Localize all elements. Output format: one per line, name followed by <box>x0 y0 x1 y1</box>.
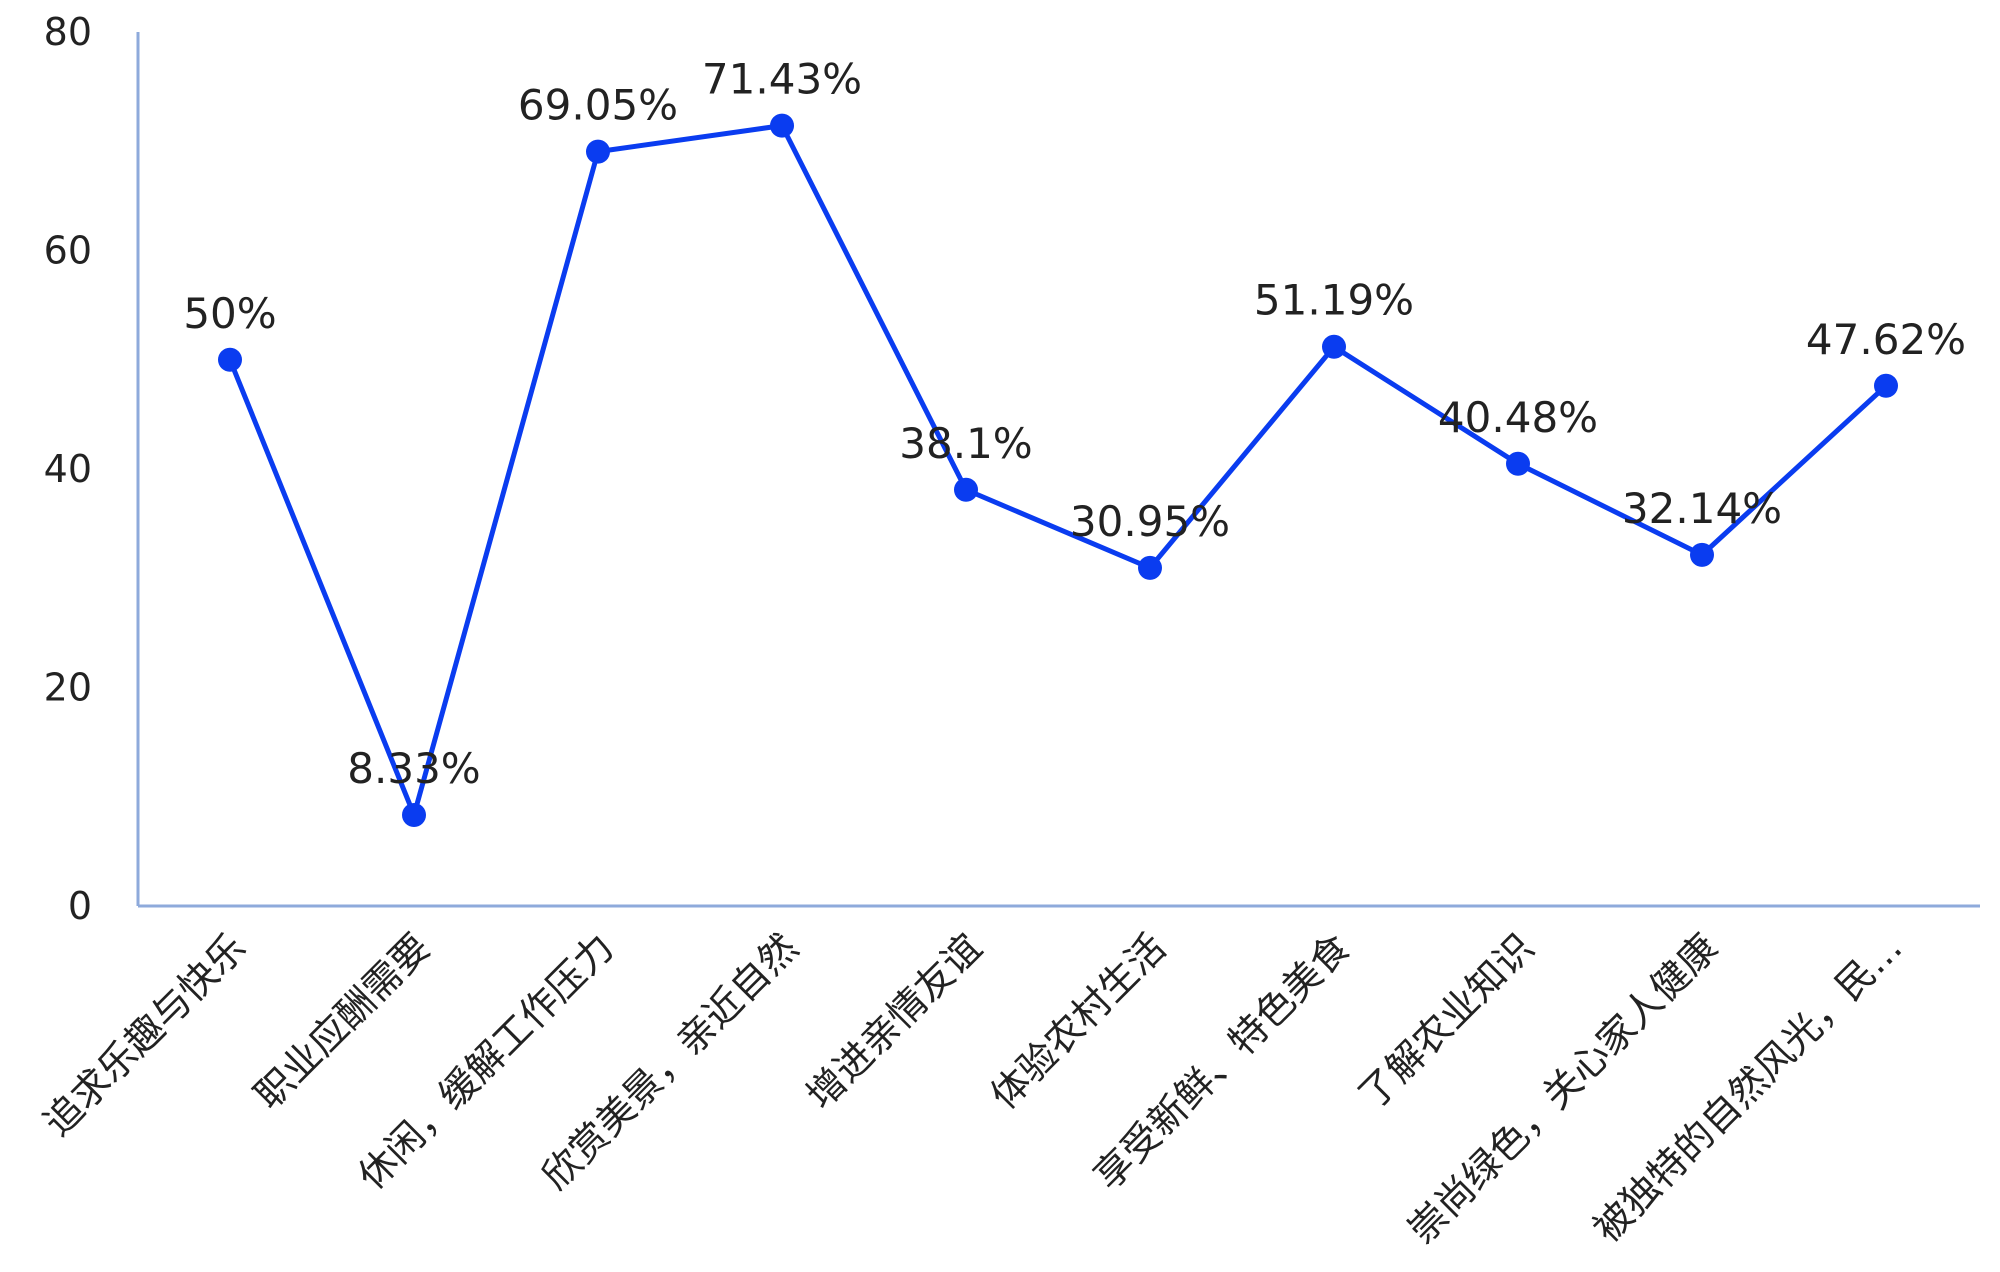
x-tick-label: 追求乐趣与快乐 <box>35 925 254 1144</box>
data-point <box>402 802 426 827</box>
data-label: 51.19% <box>1254 276 1414 325</box>
x-tick-label: 体验农村生活 <box>982 925 1174 1117</box>
x-tick-label: 崇尚绿色，关心家人健康 <box>1400 925 1727 1252</box>
y-tick-label: 60 <box>44 229 92 273</box>
data-label: 30.95% <box>1070 497 1230 546</box>
data-label: 32.14% <box>1622 484 1782 533</box>
axes <box>136 32 1980 908</box>
y-axis-ticks: 0 20 40 60 80 <box>44 10 92 928</box>
data-label: 71.43% <box>702 55 862 104</box>
data-point <box>1138 555 1162 580</box>
data-labels: 50% 8.33% 69.05% 71.43% 38.1% 30.95% 51.19% 40.… <box>183 55 1966 793</box>
x-tick-label: 职业应酬需要 <box>246 925 438 1117</box>
data-label: 47.62% <box>1806 315 1966 364</box>
y-tick-label: 0 <box>68 884 92 928</box>
data-label: 69.05% <box>518 81 678 130</box>
data-point <box>770 113 794 138</box>
x-tick-label: 被独特的自然风光，民... <box>1585 925 1910 1250</box>
data-point <box>1506 451 1530 476</box>
data-point <box>218 347 242 372</box>
x-tick-label: 增进亲情友谊 <box>798 925 990 1117</box>
data-point <box>1690 542 1714 567</box>
y-tick-label: 20 <box>44 666 92 710</box>
x-tick-label: 了解农业知识 <box>1350 925 1542 1117</box>
series-line <box>218 113 1898 827</box>
x-axis-ticks: 追求乐趣与快乐职业应酬需要休闲，缓解工作压力欣赏美景，亲近自然增进亲情友谊体验农… <box>35 925 1910 1252</box>
data-label: 40.48% <box>1438 393 1598 442</box>
series-polyline <box>227 123 1888 818</box>
data-point <box>954 477 978 502</box>
data-label: 8.33% <box>347 744 480 793</box>
data-label: 38.1% <box>899 419 1032 468</box>
data-point <box>586 139 610 164</box>
data-point <box>1874 373 1898 398</box>
data-label: 50% <box>183 289 276 338</box>
y-tick-label: 40 <box>44 447 92 491</box>
data-point <box>1322 334 1346 359</box>
y-tick-label: 80 <box>44 10 92 54</box>
